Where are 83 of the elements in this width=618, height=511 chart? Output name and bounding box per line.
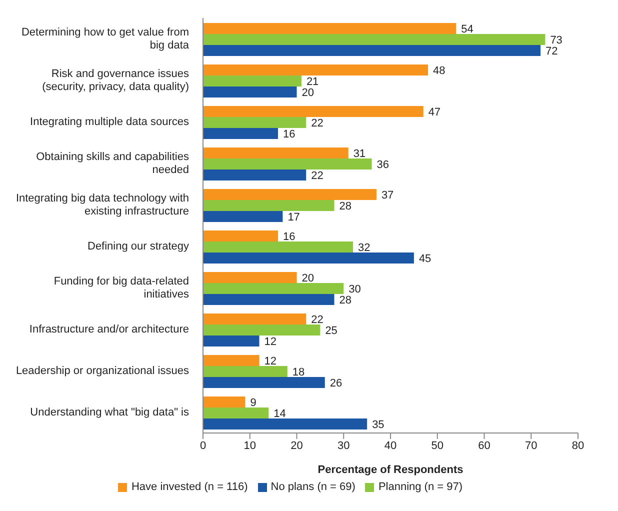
bar xyxy=(203,64,428,76)
bar xyxy=(203,324,320,336)
data-label: 17 xyxy=(288,211,300,224)
x-tick-label: 0 xyxy=(200,440,206,452)
bar xyxy=(203,158,372,170)
bar xyxy=(203,200,334,211)
data-label: 12 xyxy=(264,355,276,368)
data-label: 25 xyxy=(325,324,338,337)
bar xyxy=(203,147,348,158)
bar xyxy=(203,230,278,242)
bar xyxy=(203,313,306,324)
data-label: 16 xyxy=(283,128,296,140)
y-tick-label: Funding for big data-related initiatives xyxy=(54,275,190,300)
x-tick-label: 30 xyxy=(338,440,350,452)
x-tick-label: 60 xyxy=(478,440,490,452)
data-label: 72 xyxy=(546,45,558,58)
y-tick-label: Defining our strategy xyxy=(88,240,190,252)
data-label: 31 xyxy=(353,148,366,160)
bar xyxy=(203,418,368,430)
y-tick-label: Infrastructure and/or architecture xyxy=(29,323,189,336)
y-tick-label: Obtaining skills and capabilities needed xyxy=(36,150,190,176)
bar xyxy=(203,188,376,200)
data-label: 54 xyxy=(461,23,474,36)
y-tick-label: Integrating multiple data sources xyxy=(30,116,190,128)
y-tick-label: Determining how to get value from big data xyxy=(21,26,190,52)
bar xyxy=(203,86,297,98)
data-label: 45 xyxy=(418,252,432,265)
bar xyxy=(203,376,325,388)
data-label: 20 xyxy=(302,86,314,99)
bar xyxy=(203,75,302,86)
bar xyxy=(203,354,260,366)
x-tick-label: 40 xyxy=(384,440,397,452)
data-label: 18 xyxy=(292,366,305,378)
bar xyxy=(203,169,306,180)
bar xyxy=(203,272,297,283)
data-label: 36 xyxy=(376,158,389,171)
x-tick-label: 70 xyxy=(525,440,538,452)
bar xyxy=(203,128,278,139)
x-axis-title: Percentage of Respondents xyxy=(318,464,464,476)
legend-label: Planning (n = 97) xyxy=(378,481,463,493)
data-label: 21 xyxy=(306,76,319,88)
data-label: 28 xyxy=(339,294,352,306)
data-label: 22 xyxy=(311,117,324,130)
data-label: 14 xyxy=(274,408,286,420)
data-label: 37 xyxy=(381,189,394,202)
data-label: 48 xyxy=(433,64,446,77)
data-label: 47 xyxy=(428,106,441,118)
data-label: 20 xyxy=(302,272,314,284)
data-label: 22 xyxy=(311,170,324,182)
bar xyxy=(203,22,456,34)
data-label: 35 xyxy=(372,418,384,431)
bar xyxy=(203,241,353,252)
bar xyxy=(203,294,334,305)
bar xyxy=(203,210,283,222)
bar xyxy=(203,366,288,377)
bar xyxy=(203,106,424,117)
legend-label: No plans (n = 69) xyxy=(270,481,356,493)
x-tick-label: 10 xyxy=(244,440,256,452)
bar xyxy=(203,335,260,346)
data-label: 9 xyxy=(250,396,256,409)
legend-label: Have invested (n = 116) xyxy=(131,481,248,493)
data-label: 32 xyxy=(358,242,370,254)
bar xyxy=(203,396,246,408)
data-label: 26 xyxy=(330,377,342,390)
data-label: 16 xyxy=(283,230,296,243)
bar xyxy=(203,116,306,128)
x-tick-label: 20 xyxy=(290,440,303,452)
data-label: 12 xyxy=(264,336,276,348)
y-tick-label: Leadership or organizational issues xyxy=(16,364,190,377)
bar xyxy=(203,407,269,418)
data-label: 28 xyxy=(339,200,352,212)
bar xyxy=(203,252,414,264)
y-tick-label: Understanding what "big data" is xyxy=(30,406,190,418)
y-tick-label: Risk and governance issues (security, privacy, data quality) xyxy=(42,68,190,93)
bar xyxy=(203,44,540,56)
bar xyxy=(203,34,546,45)
bar xyxy=(203,282,344,294)
y-tick-label: Integrating big data technology with existing infrastructure xyxy=(16,192,189,218)
data-label: 22 xyxy=(311,314,324,326)
x-tick-label: 80 xyxy=(572,440,584,452)
data-label: 30 xyxy=(348,283,361,296)
x-tick-label: 50 xyxy=(431,440,444,452)
data-label: 73 xyxy=(550,34,562,46)
